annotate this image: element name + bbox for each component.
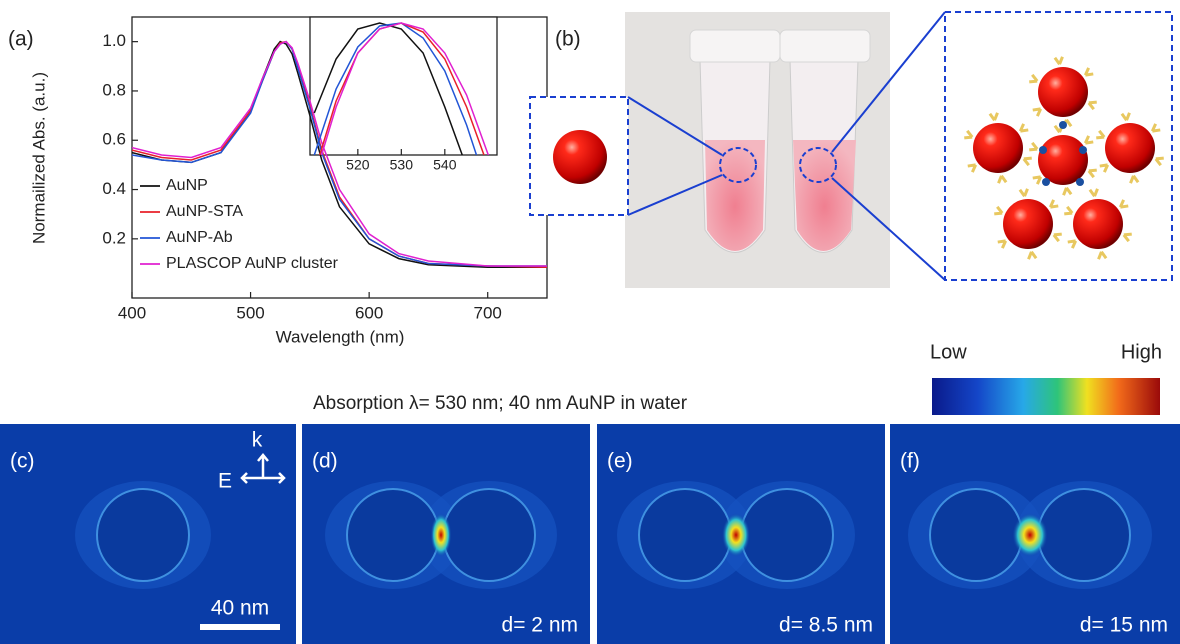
nanoparticle	[553, 130, 607, 184]
y-tick-label: 0.2	[102, 228, 126, 247]
x-tick-label: 520	[346, 157, 370, 173]
hot-spot	[431, 513, 452, 557]
scale-bar	[200, 624, 280, 630]
figure: (a) Normailized Abs. (a.u.) Wavelength (…	[0, 0, 1180, 644]
nanoparticle	[973, 123, 1023, 173]
y-tick-label: 1.0	[102, 31, 126, 50]
x-axis-label: Wavelength (nm)	[276, 327, 405, 346]
colorbar-low: Low	[930, 341, 967, 363]
particle-outline	[639, 489, 731, 581]
x-tick-label: 500	[236, 303, 264, 322]
legend-label: PLASCOP AuNP cluster	[166, 255, 339, 272]
y-tick-label: 0.4	[102, 179, 126, 198]
linker	[1059, 121, 1067, 129]
x-tick-label: 400	[118, 303, 146, 322]
legend-label: AuNP-STA	[166, 203, 243, 220]
legend-label: AuNP-Ab	[166, 229, 233, 246]
linker	[1039, 146, 1047, 154]
nanoparticle	[1073, 199, 1123, 249]
k-label: k	[252, 429, 263, 452]
nanoparticle	[1038, 135, 1088, 185]
panel-label: (d)	[312, 450, 338, 473]
particle-outline	[1038, 489, 1130, 581]
legend-label: AuNP	[166, 177, 208, 194]
panel-label: (a)	[8, 28, 34, 51]
hot-spot	[722, 513, 750, 557]
colorbar	[932, 378, 1160, 415]
x-tick-label: 600	[355, 303, 383, 322]
nanoparticle	[1105, 123, 1155, 173]
tube-liquid	[705, 140, 765, 251]
gap-label: d= 15 nm	[1080, 614, 1168, 637]
linker	[1042, 178, 1050, 186]
simulation-title: Absorption λ= 530 nm; 40 nm AuNP in wate…	[313, 393, 688, 414]
y-tick-label: 0.8	[102, 80, 126, 99]
simulation-panels: (c) (d) d= 2 nm (e) d= 8.5 nm (f) d= 15 nm kE 40…	[0, 424, 1180, 644]
particle-outline	[347, 489, 439, 581]
x-tick-label: 540	[433, 157, 457, 173]
y-tick-label: 0.6	[102, 130, 126, 149]
particle-outline	[741, 489, 833, 581]
panel-label: (e)	[607, 450, 633, 473]
y-axis-label: Normailized Abs. (a.u.)	[29, 72, 48, 244]
particle-outline	[930, 489, 1022, 581]
panel-label: (f)	[900, 450, 920, 473]
tube-cap	[690, 30, 780, 62]
tube-cap	[780, 30, 870, 62]
x-tick-label: 530	[390, 157, 414, 173]
nanoparticle	[1038, 67, 1088, 117]
x-tick-label: 700	[474, 303, 502, 322]
E-label: E	[218, 470, 232, 493]
panel-label: (b)	[555, 28, 581, 51]
gap-label: d= 2 nm	[502, 614, 578, 637]
scale-bar-label: 40 nm	[211, 597, 269, 620]
linker	[1076, 178, 1084, 186]
linker	[1079, 146, 1087, 154]
panel-label: (c)	[10, 450, 35, 473]
tube-liquid	[793, 140, 856, 251]
particle-outline	[443, 489, 535, 581]
gap-label: d= 8.5 nm	[779, 614, 873, 637]
nanoparticle	[1003, 199, 1053, 249]
particle-outline	[97, 489, 189, 581]
colorbar-high: High	[1121, 341, 1162, 363]
hot-spot	[1012, 513, 1047, 557]
